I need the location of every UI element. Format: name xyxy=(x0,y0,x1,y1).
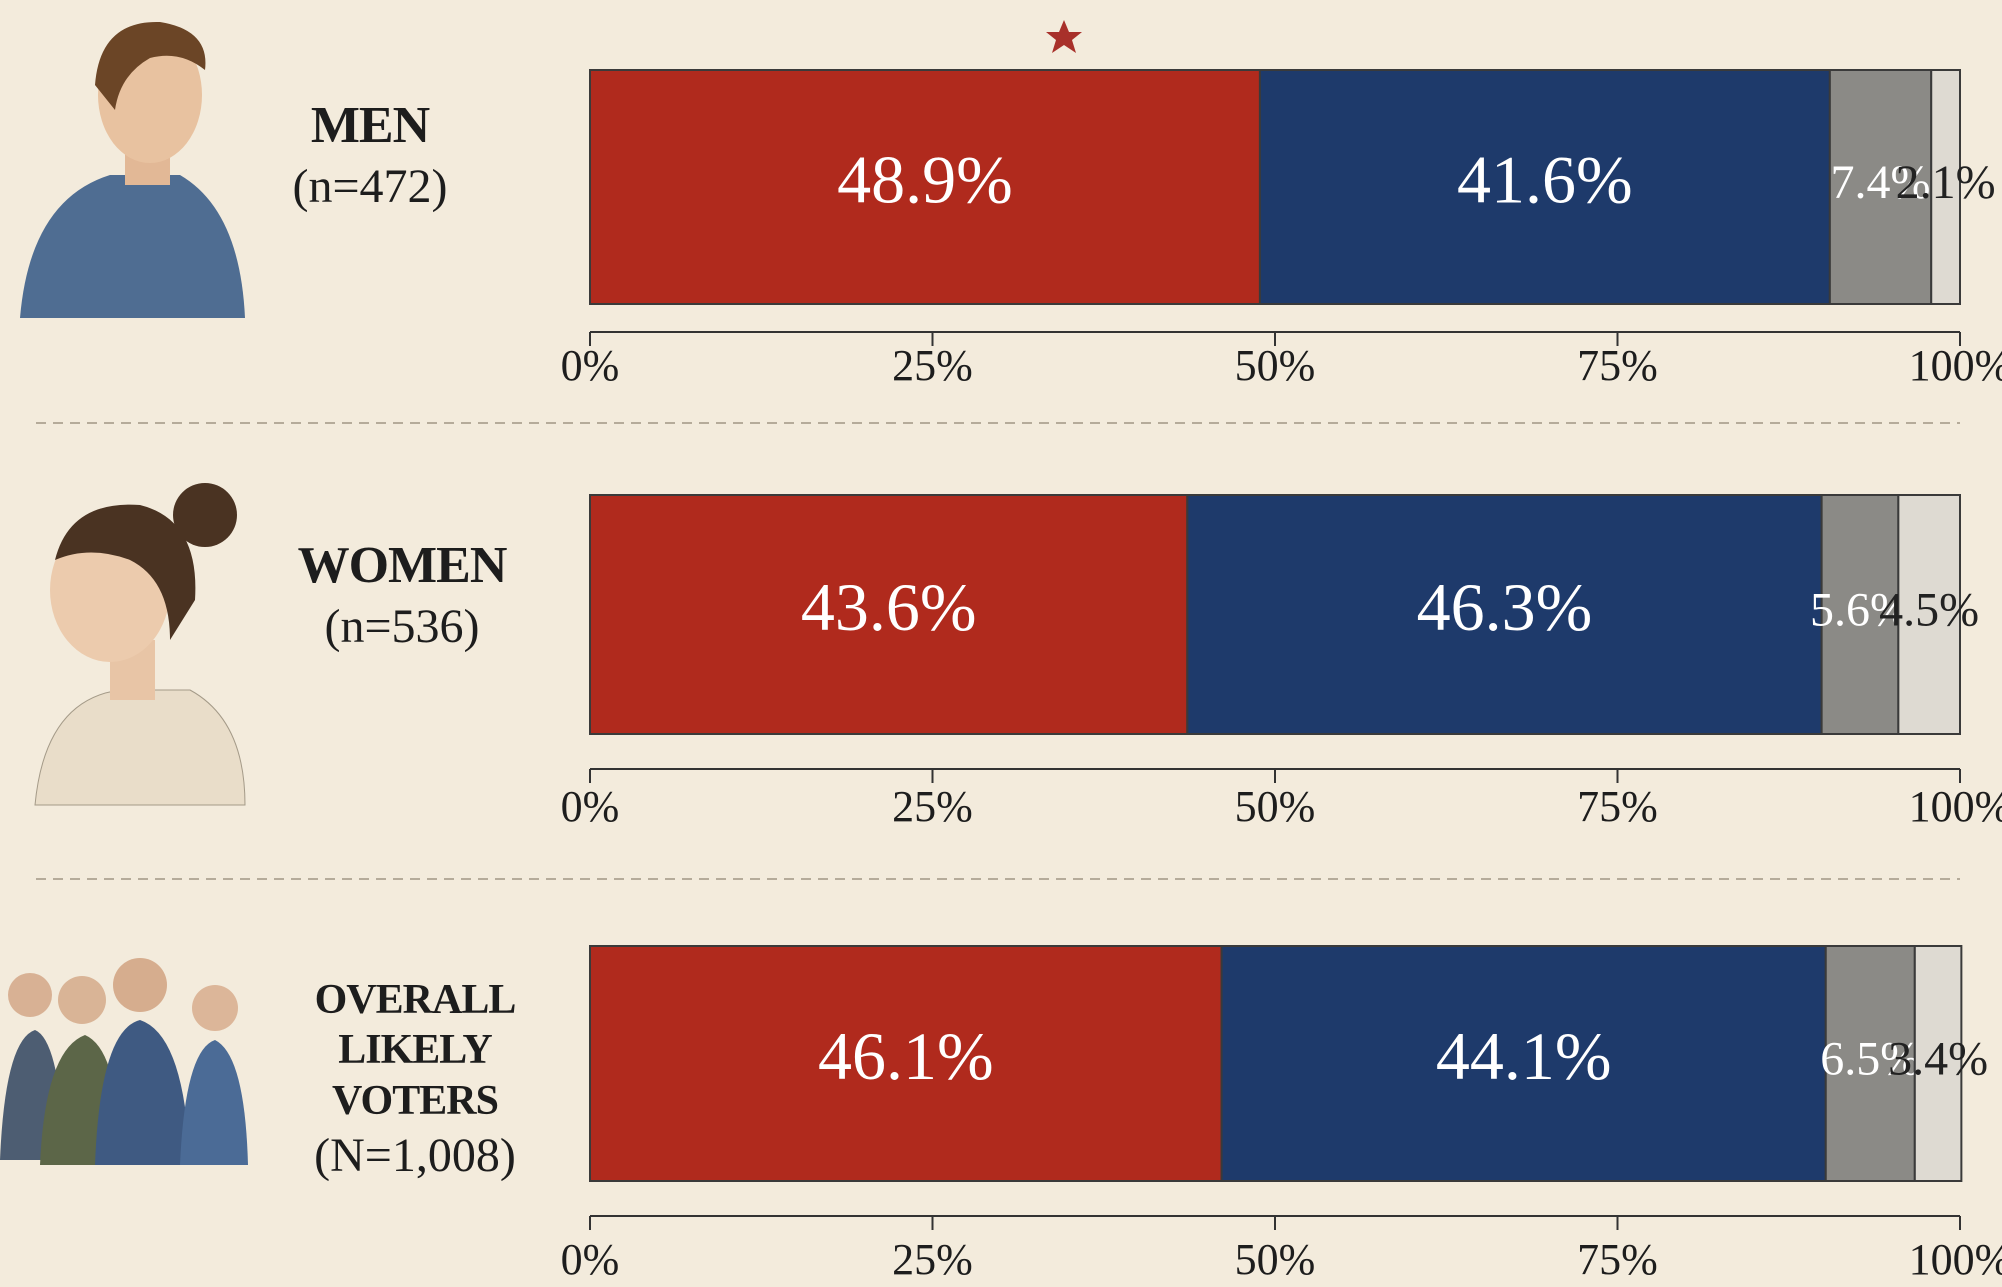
x-tick-label: 100% xyxy=(1909,782,2002,831)
value-label: 46.1% xyxy=(818,1018,994,1094)
x-tick-label: 75% xyxy=(1577,341,1658,390)
woman-illustration xyxy=(34,483,246,806)
bar-segment xyxy=(1186,494,1823,735)
row-sample-size: (N=1,008) xyxy=(314,1129,516,1183)
row-label: WOMEN (n=536) xyxy=(272,535,532,657)
x-tick-label: 100% xyxy=(1909,1235,2002,1284)
value-label: 44.1% xyxy=(1436,1018,1612,1094)
x-tick-label: 0% xyxy=(561,1235,620,1284)
bar-segment xyxy=(1820,494,1900,735)
value-label: 3.4% xyxy=(1888,1033,1988,1086)
value-label: 46.3% xyxy=(1417,569,1593,645)
bar-segment xyxy=(589,69,1261,305)
value-label: 41.6% xyxy=(1457,142,1633,218)
value-label: 5.6% xyxy=(1810,584,1910,637)
row-sample-size: (n=536) xyxy=(324,600,480,654)
value-label: 2.1% xyxy=(1896,156,1996,209)
x-tick-label: 50% xyxy=(1235,1235,1316,1284)
group-illustration xyxy=(0,958,248,1165)
row-sample-size: (n=472) xyxy=(292,160,448,214)
value-label: 48.9% xyxy=(837,142,1013,218)
row-title: MEN xyxy=(310,97,430,154)
bar-segment xyxy=(589,494,1189,735)
x-tick-label: 25% xyxy=(892,341,973,390)
row-title: WOMEN xyxy=(297,537,508,594)
value-label: 6.5% xyxy=(1820,1033,1920,1086)
x-tick-label: 50% xyxy=(1235,341,1316,390)
value-label: 43.6% xyxy=(801,569,977,645)
bar-segment xyxy=(1220,945,1827,1182)
bar-segment xyxy=(1258,69,1831,305)
x-tick-label: 50% xyxy=(1235,782,1316,831)
x-tick-label: 100% xyxy=(1909,341,2002,390)
bar-segment xyxy=(589,945,1223,1182)
x-tick-label: 25% xyxy=(892,1235,973,1284)
x-tick-label: 75% xyxy=(1577,782,1658,831)
bar-segment xyxy=(1824,945,1916,1182)
x-tick-label: 0% xyxy=(561,341,620,390)
row-title: OVERALL LIKELY VOTERS xyxy=(314,977,517,1124)
value-label: 7.4% xyxy=(1831,156,1931,209)
row-label: OVERALL LIKELY VOTERS (N=1,008) xyxy=(265,975,565,1186)
x-tick-label: 0% xyxy=(561,782,620,831)
bar-segment xyxy=(1897,494,1961,735)
man-illustration xyxy=(20,21,245,318)
x-tick-label: 75% xyxy=(1577,1235,1658,1284)
x-tick-label: 25% xyxy=(892,782,973,831)
bar-segment xyxy=(1930,69,1961,305)
row-label: MEN (n=472) xyxy=(240,95,500,217)
value-label: 4.5% xyxy=(1879,584,1979,637)
bar-segment xyxy=(1913,945,1963,1182)
star xyxy=(1046,20,1082,53)
